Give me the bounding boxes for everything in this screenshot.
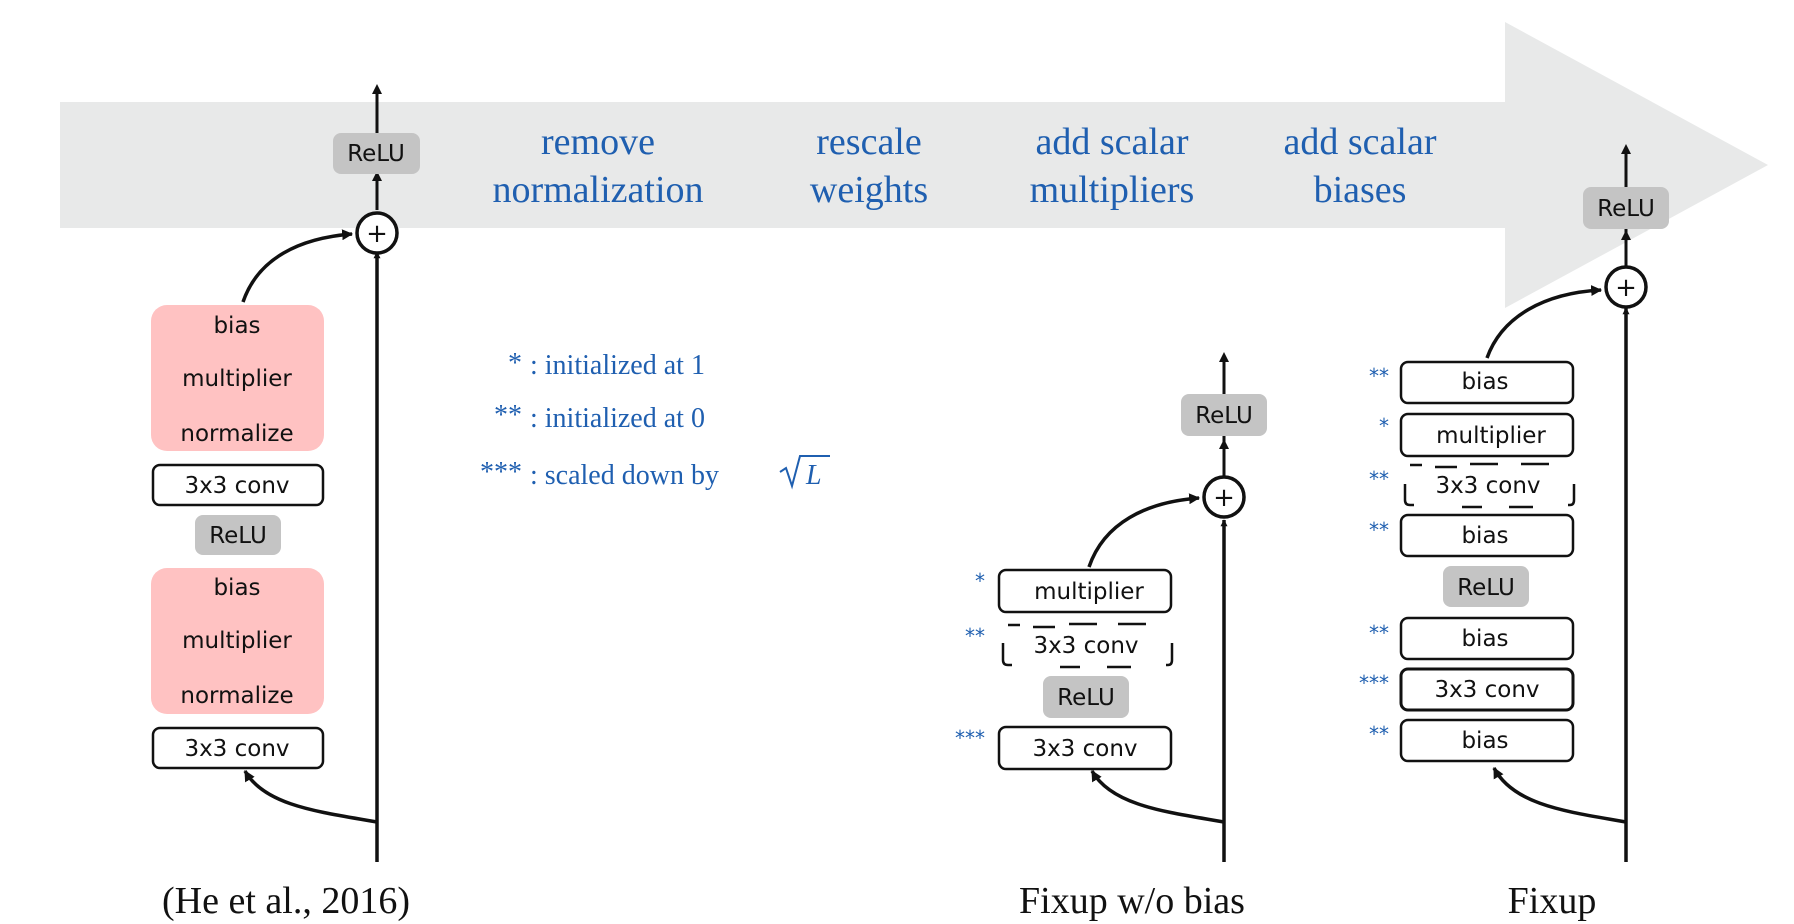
- progress-arrow: [60, 22, 1768, 308]
- fixup-no-bias-conv-scaled-label: 3x3 conv: [1032, 736, 1137, 762]
- fixup-relu-label: ReLU: [1597, 196, 1655, 222]
- step-3-line1: add scalar: [1036, 121, 1189, 163]
- fixup-bias-top-mark: **: [1369, 364, 1389, 388]
- original-upper-conv-label: 3x3 conv: [184, 473, 289, 499]
- fixup-bias-after-conv-label: bias: [1461, 523, 1508, 549]
- fixup-no-bias-multiplier-label: multiplier: [1034, 579, 1144, 605]
- fixup-bias-top-label: bias: [1461, 369, 1508, 395]
- fixup-caption: Fixup: [1508, 880, 1597, 922]
- step-1-line2: normalization: [492, 169, 703, 211]
- legend-math-L: L: [805, 460, 822, 491]
- sqrt-sign: [780, 456, 830, 486]
- legend-mark-1: *: [508, 348, 522, 379]
- original-lower-conv-label: 3x3 conv: [184, 736, 289, 762]
- fixup-no-bias-conv-scaled-mark: ***: [955, 726, 985, 750]
- fixup-conv-zero-mark: **: [1369, 467, 1389, 491]
- fixup-no-bias-input-curve: [1092, 771, 1224, 822]
- original-add-symbol: +: [366, 219, 388, 249]
- fixup-input-curve: [1494, 768, 1626, 822]
- step-3-line2: multipliers: [1030, 169, 1195, 211]
- original-residual-curve: [243, 234, 352, 302]
- original-upper-normalize: normalize: [180, 421, 293, 447]
- original-input-curve: [245, 771, 377, 822]
- fixup-no-bias-relu-label: ReLU: [1195, 403, 1253, 429]
- fixup-no-bias-output-arrowhead: [1219, 352, 1229, 362]
- fixup-no-bias-add-symbol: +: [1213, 483, 1235, 513]
- legend-text-2: : initialized at 0: [530, 403, 705, 434]
- fixup-no-bias-block: ReLU + * multiplier ** 3x3 conv ReLU ***…: [955, 352, 1267, 922]
- fixup-no-bias-caption: Fixup w/o bias: [1019, 880, 1245, 922]
- fixup-middle-relu-label: ReLU: [1457, 575, 1515, 601]
- original-middle-relu-label: ReLU: [209, 523, 267, 549]
- fixup-add-symbol: +: [1615, 273, 1637, 303]
- original-upper-bias: bias: [213, 313, 260, 339]
- fixup-no-bias-middle-relu-label: ReLU: [1057, 685, 1115, 711]
- original-lower-bias: bias: [213, 575, 260, 601]
- original-output-arrowhead: [372, 84, 382, 94]
- legend-text-3: : scaled down by: [530, 460, 719, 491]
- step-1-line1: remove: [541, 121, 655, 163]
- fixup-residual-curve: [1487, 290, 1601, 358]
- original-lower-normalize: normalize: [180, 683, 293, 709]
- step-4-line2: biases: [1314, 169, 1407, 211]
- step-2-line2: weights: [810, 169, 928, 211]
- fixup-no-bias-residual-curve: [1089, 498, 1199, 567]
- original-upper-multiplier: multiplier: [182, 366, 292, 392]
- fixup-no-bias-conv-zero-label: 3x3 conv: [1033, 633, 1138, 659]
- legend-mark-3: ***: [480, 457, 522, 488]
- legend-mark-2: **: [494, 400, 522, 431]
- fixup-multiplier-label: multiplier: [1436, 423, 1546, 449]
- fixup-bias-mid-mark: **: [1369, 621, 1389, 645]
- legend-text-1: : initialized at 1: [530, 350, 705, 381]
- original-lower-multiplier: multiplier: [182, 628, 292, 654]
- step-4-line1: add scalar: [1284, 121, 1437, 163]
- fixup-no-bias-relu-arrowhead: [1219, 439, 1229, 449]
- fixup-conv-scaled-label: 3x3 conv: [1434, 677, 1539, 703]
- fixup-bias-mid-label: bias: [1461, 626, 1508, 652]
- fixup-bias-bottom-mark: **: [1369, 722, 1389, 746]
- original-caption: (He et al., 2016): [162, 880, 410, 922]
- legend: * : initialized at 1 ** : initialized at…: [480, 348, 830, 491]
- fixup-bias-bottom-label: bias: [1461, 728, 1508, 754]
- fixup-no-bias-multiplier-mark: *: [975, 569, 985, 593]
- fixup-no-bias-conv-zero-mark: **: [965, 624, 985, 648]
- fixup-conv-zero-label: 3x3 conv: [1435, 473, 1540, 499]
- step-2-line1: rescale: [816, 121, 921, 163]
- fixup-multiplier-mark: *: [1379, 414, 1389, 438]
- original-relu-label: ReLU: [347, 141, 405, 167]
- fixup-bias-after-conv-mark: **: [1369, 518, 1389, 542]
- fixup-conv-scaled-mark: ***: [1359, 671, 1389, 695]
